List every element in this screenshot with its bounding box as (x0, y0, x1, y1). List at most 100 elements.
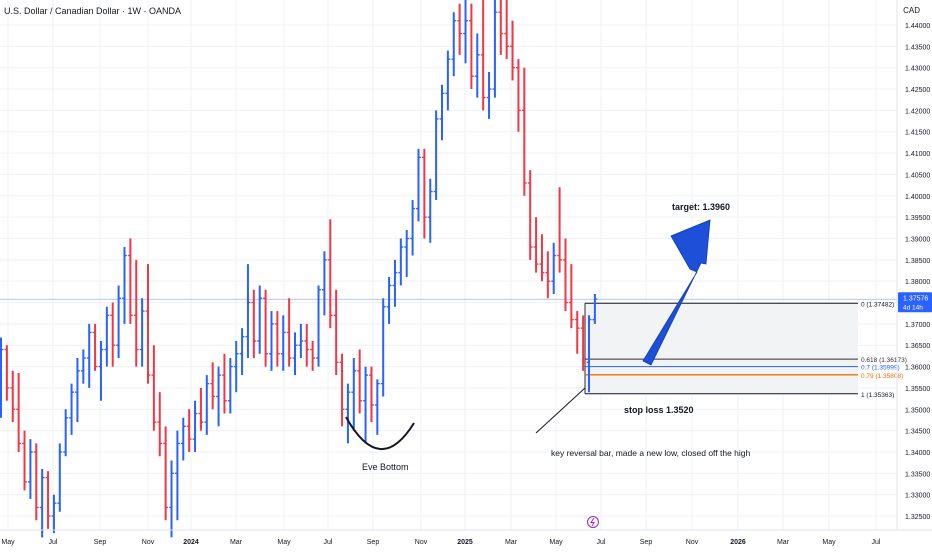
time-axis[interactable]: May Jul Sep Nov 2024 Mar May Jul Sep Nov 2025 Mar Ma… (0, 529, 932, 546)
symbol-title: U.S. Dollar / Canadian Dollar · 1W · OAN… (4, 6, 182, 16)
x-tick-label: Mar (777, 539, 790, 546)
ohlc-bar (527, 170, 533, 260)
ohlc-bar (310, 340, 316, 371)
fib-level-label: 0.7 (1.35999) (861, 365, 900, 372)
ohlc-bar (539, 234, 545, 282)
ohlc-bar (292, 332, 298, 376)
y-tick-label: 1.32500 (905, 514, 930, 521)
ohlc-bar (280, 315, 286, 371)
ohlc-bar (568, 264, 574, 329)
ohlc-bar (433, 110, 439, 201)
ohlc-bar (533, 217, 539, 273)
ohlc-bar (63, 409, 69, 457)
ohlc-bar (416, 148, 421, 222)
ohlc-bar (104, 306, 110, 367)
ohlc-bar (145, 264, 151, 384)
x-tick-label: Sep (640, 539, 653, 546)
x-tick-label: Nov (415, 539, 428, 546)
ohlc-bar (339, 353, 345, 427)
ohlc-bar (421, 148, 427, 239)
y-tick-label: 1.33500 (905, 471, 930, 478)
ohlc-bar (257, 285, 263, 354)
ohlc-bar (504, 0, 510, 60)
ohlc-bar (75, 358, 80, 423)
ohlc-bar (92, 323, 98, 371)
ohlc-bar (592, 293, 598, 324)
ohlc-bar (57, 443, 63, 512)
currency-label: CAD (903, 6, 920, 15)
ohlc-bar (545, 251, 551, 299)
fib-retracement[interactable]: 0 (1.37482) 0.618 (1.36173)0.7 (1.35999)0… (584, 301, 907, 399)
y-tick-label: 1.39500 (905, 215, 930, 222)
lightning-icon (590, 517, 595, 527)
ohlc-bar (86, 323, 92, 388)
ohlc-bar (469, 3, 474, 90)
last-price-value: 1.37576 (903, 295, 928, 302)
ohlc-bar (316, 285, 321, 367)
ohlc-bar (298, 323, 304, 359)
ohlc-bar (363, 366, 368, 444)
ohlc-bar (163, 426, 169, 521)
ohlc-bar (274, 311, 280, 367)
ohlc-bar (269, 311, 274, 371)
ohlc-bar (210, 362, 216, 410)
ohlc-bar (322, 251, 327, 316)
ohlc-bar (498, 0, 504, 55)
ohlc-bar (486, 71, 492, 119)
y-tick-label: 1.34000 (905, 450, 930, 457)
x-tick-label: Sep (94, 539, 107, 546)
ohlc-bar (286, 298, 292, 367)
ohlc-bar (557, 187, 562, 273)
ohlc-bar (516, 59, 521, 132)
y-tick-label: 1.42000 (905, 108, 930, 115)
ohlc-bar (186, 409, 192, 452)
y-tick-label: 1.36000 (905, 365, 930, 372)
ohlc-bar (386, 276, 392, 324)
ohlc-bar (4, 345, 10, 401)
eve-bottom-curve (345, 416, 415, 451)
x-tick-label: May (1, 539, 15, 546)
ohlc-bar (233, 340, 239, 393)
grid (0, 0, 897, 530)
fib-level-label: 0.618 (1.36173) (861, 357, 907, 364)
y-tick-label: 1.38000 (905, 279, 930, 286)
ohlc-bar (474, 33, 480, 98)
ohlc-bar (327, 219, 333, 329)
x-tick-label: Mar (505, 539, 518, 546)
drawings[interactable]: target: 1.3960 stop loss 1.3520 key revers… (345, 202, 751, 528)
ohlc-bar (351, 358, 357, 431)
ohlc-bar (463, 0, 468, 64)
y-tick-label: 1.35500 (905, 386, 930, 393)
ohlc-bar (580, 315, 586, 371)
ohlc-bar (480, 0, 486, 111)
ohlc-bar (227, 358, 233, 414)
eve-bottom-label: Eve Bottom (362, 462, 409, 472)
y-tick-label: 1.37000 (905, 322, 930, 329)
x-tick-label: Mar (230, 539, 243, 546)
ohlc-bar (122, 247, 127, 324)
ohlc-bar (222, 353, 227, 414)
ohlc-bar (45, 471, 51, 529)
ohlc-bar (451, 12, 457, 77)
ohlc-bar (521, 67, 527, 196)
y-tick-label: 1.43500 (905, 44, 930, 51)
ohlc-bar (198, 387, 204, 431)
price-axis[interactable]: 1.32500 1.33000 1.33500 1.34000 1.34500 1.350… (896, 0, 932, 530)
x-tick-label: 2025 (457, 539, 473, 546)
fib-zone (585, 303, 858, 394)
x-tick-label: Jul (324, 539, 333, 546)
bar-countdown: 4d 14h (903, 304, 923, 311)
x-tick-label: Nov (686, 539, 699, 546)
ohlc-bar (16, 372, 22, 452)
y-tick-label: 1.40500 (905, 172, 930, 179)
ohlc-bar (175, 430, 180, 521)
ohlc-bar (80, 349, 86, 384)
last-price-badge (898, 292, 932, 313)
target-label: target: 1.3960 (672, 202, 730, 212)
ohlc-bar (116, 285, 121, 359)
ohlc-bar (169, 460, 174, 538)
ohlc-bar (333, 289, 339, 376)
ohlc-bar (398, 238, 404, 286)
